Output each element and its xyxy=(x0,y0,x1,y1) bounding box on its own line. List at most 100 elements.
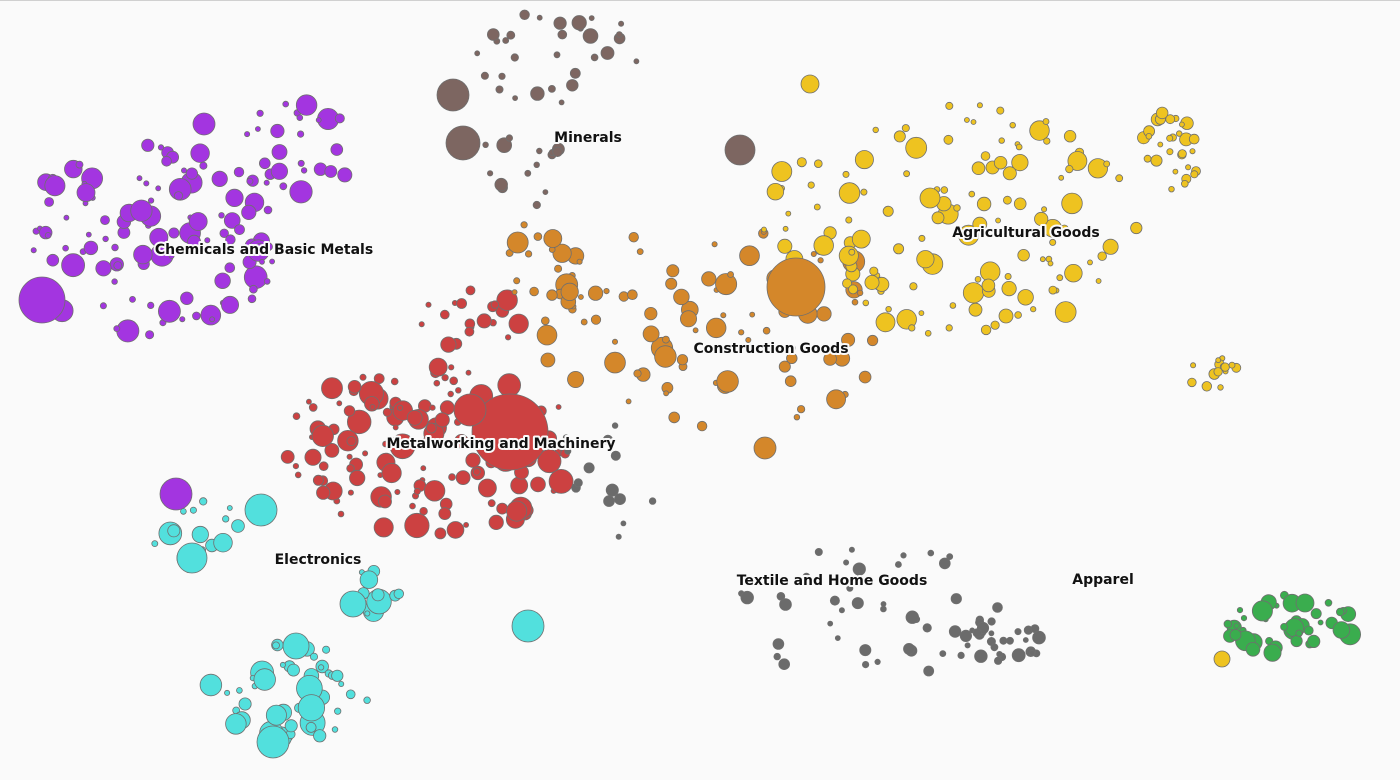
node xyxy=(189,506,197,514)
node xyxy=(440,336,457,353)
node xyxy=(875,312,896,333)
node xyxy=(1065,165,1074,174)
node xyxy=(1295,593,1315,613)
node xyxy=(510,476,529,495)
node xyxy=(337,167,353,183)
node xyxy=(536,14,543,21)
node xyxy=(524,250,533,258)
node xyxy=(76,183,96,203)
node xyxy=(802,572,811,581)
node xyxy=(1157,141,1164,148)
node xyxy=(508,313,529,334)
node xyxy=(998,137,1005,144)
node xyxy=(145,330,155,340)
node xyxy=(1041,206,1048,213)
node xyxy=(83,240,99,256)
node xyxy=(436,78,470,112)
node xyxy=(807,181,815,189)
node xyxy=(264,242,273,252)
node xyxy=(1029,120,1050,141)
node xyxy=(696,420,708,432)
node xyxy=(334,113,345,124)
node xyxy=(438,507,452,520)
node xyxy=(30,247,37,254)
node xyxy=(771,161,793,182)
node xyxy=(496,502,509,515)
node xyxy=(394,488,401,495)
node xyxy=(111,278,118,285)
node xyxy=(141,138,155,152)
node xyxy=(1217,384,1224,391)
node xyxy=(1006,636,1014,645)
node xyxy=(949,302,957,309)
node xyxy=(560,282,579,301)
node xyxy=(1229,629,1242,641)
node xyxy=(404,512,430,539)
node xyxy=(604,351,626,374)
node xyxy=(1032,630,1046,645)
node xyxy=(939,650,947,657)
node xyxy=(555,404,562,410)
node xyxy=(858,370,872,384)
node xyxy=(1155,106,1169,120)
node xyxy=(1003,195,1012,205)
node xyxy=(513,277,521,285)
node xyxy=(738,329,745,336)
node xyxy=(317,664,325,671)
node xyxy=(1228,361,1236,369)
node xyxy=(511,609,545,643)
node xyxy=(85,231,92,238)
cluster-label: Textile and Home Goods xyxy=(737,573,928,589)
node xyxy=(793,414,801,421)
node xyxy=(842,278,853,289)
node xyxy=(465,452,481,468)
node xyxy=(244,131,251,138)
node xyxy=(918,310,925,317)
node xyxy=(1223,619,1232,629)
node xyxy=(231,519,245,533)
node xyxy=(199,497,208,506)
labels: Minerals Chemicals and Basic Metals Agricu… xyxy=(153,128,1136,591)
node xyxy=(603,287,610,295)
node xyxy=(490,300,500,309)
node xyxy=(903,643,915,655)
node xyxy=(880,605,887,613)
node xyxy=(813,159,823,169)
node xyxy=(176,542,208,574)
node xyxy=(1087,158,1109,179)
node xyxy=(337,510,345,518)
node xyxy=(866,334,879,347)
node xyxy=(495,85,504,94)
node xyxy=(271,144,288,160)
node xyxy=(1095,278,1102,284)
node xyxy=(980,151,991,161)
node xyxy=(943,134,954,145)
node xyxy=(44,175,66,197)
node xyxy=(136,175,143,182)
node xyxy=(1145,133,1153,140)
node xyxy=(945,101,954,110)
node xyxy=(378,494,392,509)
node xyxy=(297,694,325,722)
node xyxy=(553,51,561,59)
node xyxy=(829,595,840,606)
node xyxy=(633,369,642,378)
node xyxy=(512,95,518,101)
node xyxy=(99,302,107,310)
node xyxy=(390,377,399,386)
node xyxy=(63,214,70,221)
node xyxy=(502,37,510,44)
node xyxy=(590,53,599,62)
node xyxy=(537,449,562,474)
node xyxy=(113,325,121,333)
node xyxy=(413,487,421,495)
node xyxy=(905,610,920,624)
node xyxy=(845,216,853,224)
node xyxy=(762,326,771,335)
node xyxy=(901,124,910,133)
node xyxy=(981,278,996,293)
node xyxy=(129,295,136,303)
node xyxy=(1013,197,1027,211)
node xyxy=(627,289,638,301)
node xyxy=(359,373,367,381)
